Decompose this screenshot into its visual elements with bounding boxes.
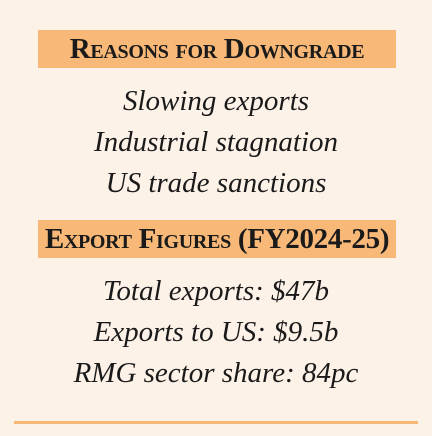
list-item: Industrial stagnation xyxy=(93,126,339,158)
section-heading: Export Figures (FY2024-25) xyxy=(38,220,396,258)
list-item: Slowing exports xyxy=(122,85,310,117)
bottom-rule xyxy=(14,421,418,424)
list-item: Exports to US: $9.5b xyxy=(93,316,339,348)
section-heading: Reasons for Downgrade xyxy=(38,30,396,68)
list-item: US trade sanctions xyxy=(105,167,327,199)
list-item: RMG sector share: 84pc xyxy=(73,357,359,389)
list-item: Total exports: $47b xyxy=(102,275,330,307)
